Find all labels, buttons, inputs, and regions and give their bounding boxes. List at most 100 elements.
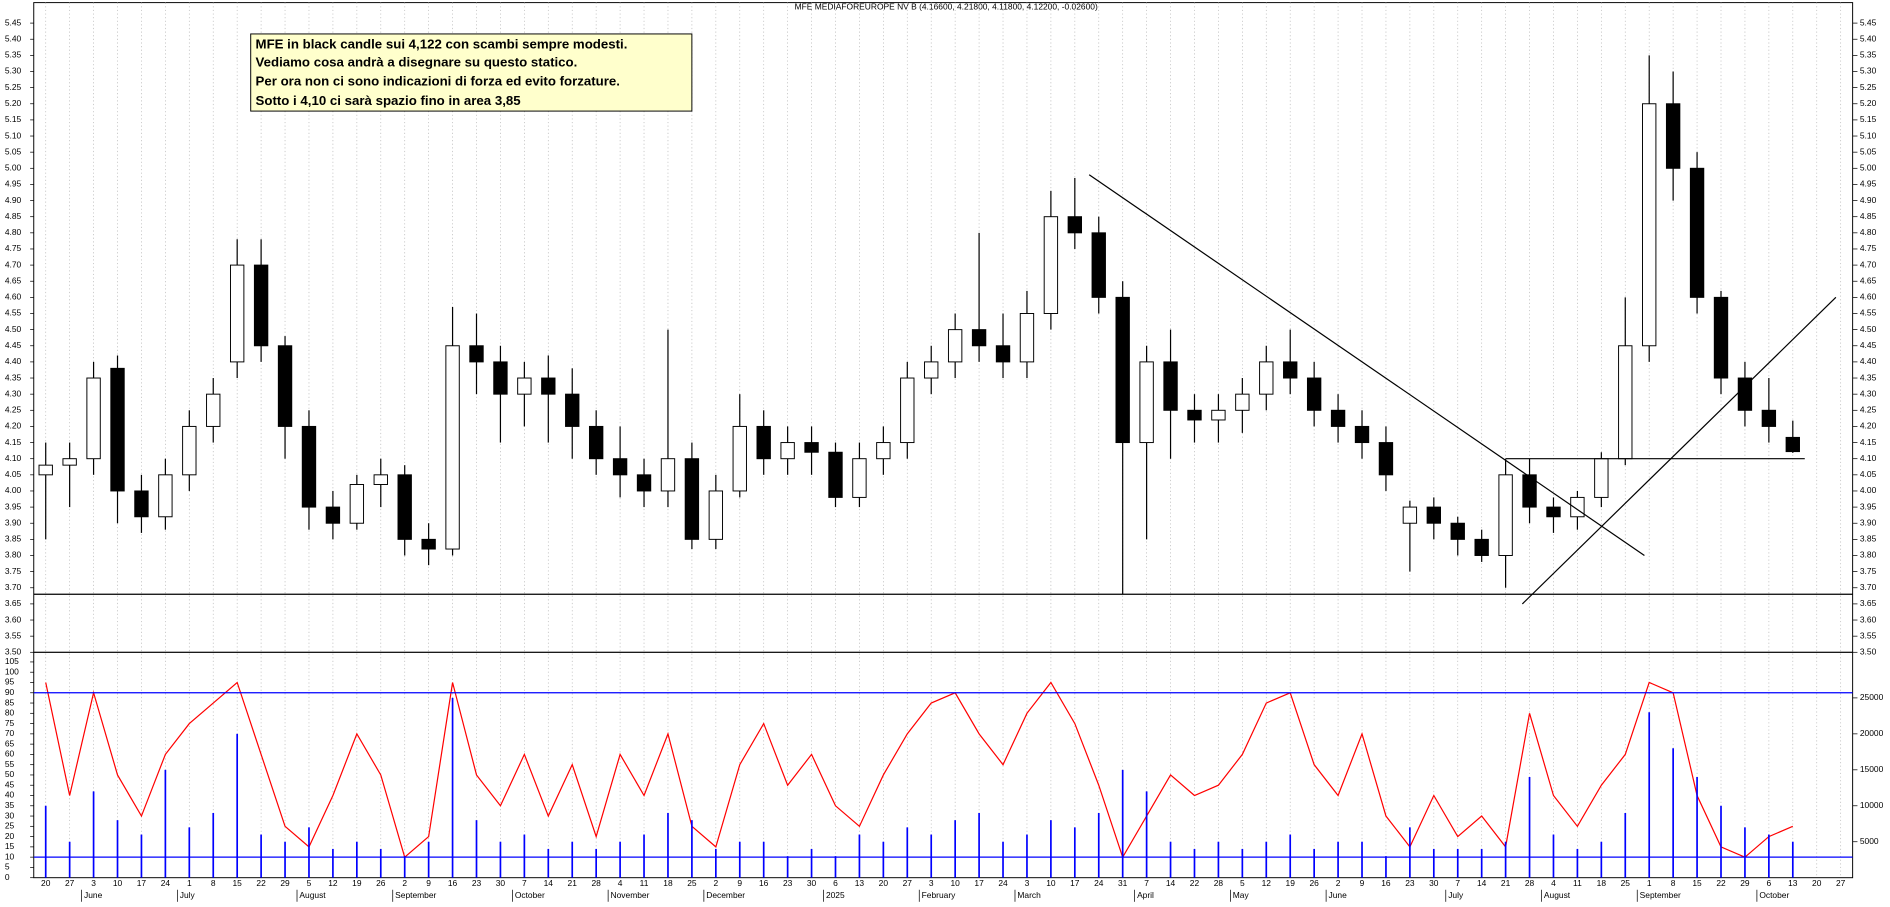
x-tick-label: 7 [1144, 878, 1149, 888]
y-tick-label: 30 [5, 810, 15, 820]
y-tick-label: 25 [5, 821, 15, 831]
x-tick-label: 16 [448, 878, 458, 888]
x-tick-label: 10 [950, 878, 960, 888]
y-tick-label: 60 [5, 749, 15, 759]
y-tick-label: 3.95 [5, 501, 22, 511]
candle-body [780, 442, 795, 460]
y-tick-label: 4.50 [1860, 324, 1877, 334]
y-tick-label: 4.55 [1860, 308, 1877, 318]
candle-body [421, 538, 436, 550]
month-label: August [299, 890, 326, 900]
candle-body [828, 451, 843, 498]
candle-body [1737, 377, 1753, 411]
month-label: September [395, 890, 436, 900]
candle-body [1139, 361, 1154, 444]
x-tick-label: 13 [1788, 878, 1798, 888]
candle-body [732, 425, 747, 492]
y-tick-label: 4.55 [5, 308, 22, 318]
x-tick-label: 5 [307, 878, 312, 888]
y-tick-label: 3.60 [5, 614, 22, 624]
x-tick-label: 29 [1740, 878, 1750, 888]
x-tick-label: 30 [496, 878, 506, 888]
y-tick-label: 5.45 [5, 17, 22, 27]
annotation-line: Sotto i 4,10 ci sarà spazio fino in area… [256, 93, 521, 108]
x-tick-label: 13 [855, 878, 865, 888]
candle-body [684, 458, 700, 540]
y-tick-label: 4.05 [1860, 469, 1877, 479]
y-tick-label: 90 [5, 687, 15, 697]
candle-body [1402, 506, 1418, 524]
y-tick-label: 4.80 [1860, 227, 1877, 237]
y-tick-label: 4.30 [1860, 388, 1877, 398]
y-tick-label: 4.60 [5, 292, 22, 302]
x-tick-label: 22 [256, 878, 266, 888]
candle-body [397, 474, 412, 540]
y-tick-label: 3.70 [5, 582, 22, 592]
y-tick-label: 0 [5, 872, 10, 882]
y-tick-label: 5.05 [5, 146, 22, 156]
y-tick-label: 5.00 [1860, 163, 1877, 173]
candle-body [1067, 216, 1083, 234]
y-tick-label: 75 [5, 718, 15, 728]
candle-body [158, 474, 173, 518]
y-tick-label: 4.85 [1860, 211, 1877, 221]
candle-body [38, 464, 53, 476]
indicator-frame [33, 651, 1854, 879]
y-tick-label: 20 [5, 831, 15, 841]
candle-body [947, 329, 963, 363]
x-tick-label: 22 [1716, 878, 1726, 888]
x-tick-label: 24 [161, 878, 171, 888]
y-tick-label: 4.00 [1860, 485, 1877, 495]
annotation-line: MFE in black candle sui 4,122 con scambi… [256, 36, 628, 51]
x-tick-label: 19 [1286, 878, 1296, 888]
candle-body [1019, 313, 1035, 363]
x-tick-label: 9 [426, 878, 431, 888]
y-tick-label: 3.50 [1860, 647, 1877, 657]
y-tick-label: 5.00 [5, 163, 22, 173]
candle-body [1115, 296, 1130, 444]
candle-body [349, 484, 365, 524]
y-tick-label: 4.70 [5, 259, 22, 269]
candle-body [182, 425, 197, 476]
y-tick-label: 5.10 [5, 130, 22, 140]
candle-body [493, 361, 508, 395]
candle-body [445, 345, 460, 550]
y-tick-label: 3.95 [1860, 501, 1877, 511]
y-tick-label: 5.30 [1860, 66, 1877, 76]
y2-tick-label: 25000 [1860, 692, 1884, 702]
trend-line [1088, 174, 1645, 556]
y-tick-label: 3.85 [1860, 534, 1877, 544]
candle-body [995, 345, 1011, 363]
x-tick-label: 27 [1836, 878, 1846, 888]
y-tick-label: 5.15 [5, 114, 22, 124]
candle-body [1211, 409, 1226, 421]
y-tick-label: 4.30 [5, 388, 22, 398]
x-tick-label: 12 [1262, 878, 1272, 888]
y-tick-label: 5.35 [5, 50, 22, 60]
oscillator-line [45, 681, 1794, 859]
chart-title: MFE MEDIAFOREUROPE NV B (4.16600, 4.2180… [795, 2, 1098, 12]
y-tick-label: 5.40 [1860, 33, 1877, 43]
candle-body [1330, 409, 1346, 427]
y-tick-label: 5.25 [5, 82, 22, 92]
candle-body [541, 377, 556, 395]
x-tick-label: 21 [1501, 878, 1511, 888]
y-tick-label: 5.15 [1860, 114, 1877, 124]
x-tick-label: 30 [1429, 878, 1439, 888]
y-tick-label: 4.70 [1860, 259, 1877, 269]
candle-body [1378, 442, 1394, 476]
candle-body [1426, 506, 1441, 524]
month-label: May [1233, 890, 1250, 900]
y-tick-label: 5.45 [1860, 17, 1877, 27]
candle-body [1043, 216, 1059, 314]
y-tick-label: 4.85 [5, 211, 22, 221]
y-tick-label: 95 [5, 677, 15, 687]
candle-body [229, 264, 245, 363]
x-tick-label: 15 [1692, 878, 1702, 888]
y2-tick-label: 15000 [1860, 764, 1884, 774]
marks [33, 55, 1853, 878]
x-tick-label: 28 [1525, 878, 1535, 888]
candle-body [1498, 474, 1513, 556]
y-tick-label: 3.60 [1860, 614, 1877, 624]
